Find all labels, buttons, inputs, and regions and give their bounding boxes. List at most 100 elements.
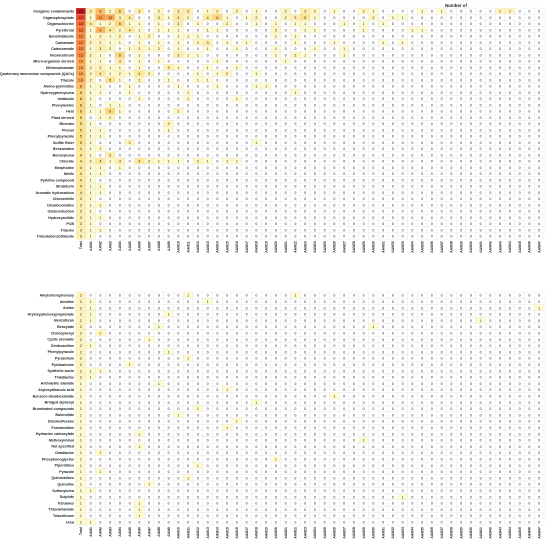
heatmap-cell-value: 1 xyxy=(177,41,179,45)
heatmap-cell-value: 0 xyxy=(197,166,199,170)
heatmap-cell-value: 0 xyxy=(226,325,228,329)
heatmap-cell-value: 0 xyxy=(314,91,316,95)
heatmap-cell-value: 0 xyxy=(372,160,374,164)
heatmap-cell-value: 0 xyxy=(382,135,384,139)
heatmap-cell-value: 0 xyxy=(158,116,160,120)
heatmap-cell-value: 1 xyxy=(216,85,218,89)
heatmap-cell-value: 0 xyxy=(382,141,384,145)
heatmap-cell-value: 0 xyxy=(109,97,111,101)
heatmap-cell-value: 0 xyxy=(480,210,482,214)
heatmap-cell-value: 0 xyxy=(431,166,433,170)
heatmap-cell-value: 1 xyxy=(255,22,257,26)
heatmap-cell-value: 0 xyxy=(509,306,511,310)
heatmap-cell-value: 0 xyxy=(177,172,179,176)
column-label: AAM23 xyxy=(303,241,307,253)
heatmap-cell-value: 0 xyxy=(402,103,404,107)
heatmap-cell-value: 0 xyxy=(148,128,150,132)
heatmap-cell-value: 0 xyxy=(363,197,365,201)
heatmap-cell-value: 0 xyxy=(460,216,462,220)
heatmap-cell-value: 0 xyxy=(216,110,218,114)
heatmap-cell-value: 2 xyxy=(99,41,101,45)
heatmap-cell-value: 0 xyxy=(129,325,131,329)
heatmap-cell-value: 0 xyxy=(519,47,521,51)
column-label: AAM18 xyxy=(255,241,259,253)
heatmap-cell-value: 0 xyxy=(509,103,511,107)
heatmap-cell-value: 1 xyxy=(343,22,345,26)
heatmap-cell-value: 1 xyxy=(90,166,92,170)
heatmap-cell-value: 0 xyxy=(197,153,199,157)
total-cell-value: 4 xyxy=(80,185,82,189)
heatmap-cell-value: 0 xyxy=(528,135,530,139)
heatmap-cell-value: 0 xyxy=(236,331,238,335)
heatmap-cell-value: 1 xyxy=(177,66,179,70)
heatmap-cell-value: 0 xyxy=(226,110,228,114)
heatmap-cell-value: 0 xyxy=(333,47,335,51)
heatmap-cell-value: 0 xyxy=(197,350,199,354)
heatmap-cell-value: 2 xyxy=(90,160,92,164)
heatmap-cell-value: 0 xyxy=(480,376,482,380)
heatmap-cell-value: 0 xyxy=(528,16,530,20)
heatmap-cell-value: 0 xyxy=(509,357,511,361)
heatmap-cell-value: 0 xyxy=(411,66,413,70)
heatmap-cell-value: 0 xyxy=(324,357,326,361)
heatmap-cell-value: 0 xyxy=(158,306,160,310)
heatmap-cell-value: 4 xyxy=(138,72,140,76)
heatmap-cell-value: 0 xyxy=(119,338,121,342)
heatmap-cell-value: 0 xyxy=(499,203,501,207)
heatmap-cell-value: 0 xyxy=(470,28,472,32)
heatmap-cell-value: 0 xyxy=(324,103,326,107)
heatmap-cell-value: 0 xyxy=(392,166,394,170)
heatmap-cell-value: 0 xyxy=(470,135,472,139)
heatmap-cell-value: 0 xyxy=(489,122,491,126)
heatmap-cell-value: 0 xyxy=(294,110,296,114)
heatmap-cell-value: 0 xyxy=(519,228,521,232)
heatmap-cell-value: 0 xyxy=(129,331,131,335)
heatmap-cell-value: 0 xyxy=(304,97,306,101)
heatmap-cell-value: 0 xyxy=(372,350,374,354)
heatmap-cell-value: 0 xyxy=(499,122,501,126)
heatmap-cell-value: 0 xyxy=(499,216,501,220)
heatmap-cell-value: 2 xyxy=(90,72,92,76)
heatmap-cell-value: 0 xyxy=(246,185,248,189)
heatmap-cell-value: 3 xyxy=(99,47,101,51)
heatmap-cell-value: 0 xyxy=(187,141,189,145)
heatmap-cell-value: 0 xyxy=(168,135,170,139)
heatmap-cell-value: 0 xyxy=(353,60,355,64)
heatmap-cell-value: 0 xyxy=(236,60,238,64)
heatmap-cell-value: 0 xyxy=(285,331,287,335)
heatmap-cell-value: 0 xyxy=(343,228,345,232)
heatmap-cell-value: 0 xyxy=(509,116,511,120)
heatmap-cell-value: 1 xyxy=(314,47,316,51)
heatmap-cell-value: 2 xyxy=(509,10,511,14)
heatmap-cell-value: 0 xyxy=(489,78,491,82)
heatmap-cell-value: 0 xyxy=(470,35,472,39)
heatmap-cell-value: 0 xyxy=(402,147,404,151)
heatmap-cell-value: 0 xyxy=(216,153,218,157)
heatmap-cell-value: 0 xyxy=(187,122,189,126)
heatmap-cell-value: 0 xyxy=(265,35,267,39)
heatmap-cell-value: 0 xyxy=(324,185,326,189)
heatmap-cell-value: 0 xyxy=(246,306,248,310)
heatmap-cell-value: 0 xyxy=(538,28,540,32)
heatmap-cell-value: 0 xyxy=(402,376,404,380)
heatmap-cell-value: 0 xyxy=(314,228,316,232)
heatmap-cell-value: 0 xyxy=(431,185,433,189)
heatmap-cell-value: 1 xyxy=(207,160,209,164)
heatmap-cell-value: 0 xyxy=(499,22,501,26)
heatmap-cell-value: 0 xyxy=(333,344,335,348)
heatmap-cell-value: 0 xyxy=(421,160,423,164)
heatmap-cell-value: 1 xyxy=(216,28,218,32)
heatmap-cell-value: 0 xyxy=(236,313,238,317)
heatmap-cell-value: 0 xyxy=(275,78,277,82)
heatmap-cell-value: 0 xyxy=(236,172,238,176)
heatmap-cell-value: 0 xyxy=(275,91,277,95)
heatmap-cell-value: 0 xyxy=(411,47,413,51)
heatmap-cell-value: 0 xyxy=(246,222,248,226)
heatmap-cell-value: 0 xyxy=(509,216,511,220)
heatmap-cell-value: 0 xyxy=(324,72,326,76)
heatmap-cell-value: 0 xyxy=(138,300,140,304)
heatmap-cell-value: 0 xyxy=(480,344,482,348)
heatmap-cell-value: 0 xyxy=(343,28,345,32)
heatmap-cell-value: 0 xyxy=(431,357,433,361)
heatmap-cell-value: 0 xyxy=(519,216,521,220)
